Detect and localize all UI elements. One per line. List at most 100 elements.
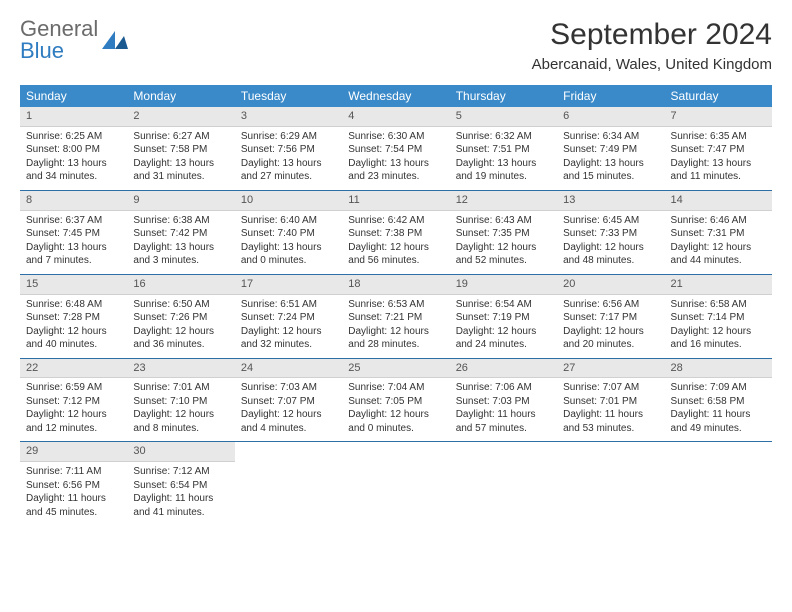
day-body: Sunrise: 6:25 AMSunset: 8:00 PMDaylight:… xyxy=(20,127,127,190)
sunset-text: Sunset: 8:00 PM xyxy=(26,143,121,157)
day-number: 25 xyxy=(342,359,449,379)
daylight-text: Daylight: 13 hours and 11 minutes. xyxy=(671,157,766,184)
day-body: Sunrise: 6:35 AMSunset: 7:47 PMDaylight:… xyxy=(665,127,772,190)
calendar-week-row: 8Sunrise: 6:37 AMSunset: 7:45 PMDaylight… xyxy=(20,190,772,274)
logo-text: General Blue xyxy=(20,18,98,62)
calendar-week-row: 29Sunrise: 7:11 AMSunset: 6:56 PMDayligh… xyxy=(20,442,772,525)
daylight-text: Daylight: 11 hours and 53 minutes. xyxy=(563,408,658,435)
day-number: 16 xyxy=(127,275,234,295)
sunrise-text: Sunrise: 6:43 AM xyxy=(456,214,551,228)
calendar-cell xyxy=(342,442,449,525)
calendar-cell: 18Sunrise: 6:53 AMSunset: 7:21 PMDayligh… xyxy=(342,274,449,358)
calendar-cell: 3Sunrise: 6:29 AMSunset: 7:56 PMDaylight… xyxy=(235,107,342,190)
calendar-cell: 1Sunrise: 6:25 AMSunset: 8:00 PMDaylight… xyxy=(20,107,127,190)
weekday-header: Sunday xyxy=(20,85,127,107)
daylight-text: Daylight: 12 hours and 24 minutes. xyxy=(456,325,551,352)
sunset-text: Sunset: 7:10 PM xyxy=(133,395,228,409)
logo: General Blue xyxy=(20,18,128,62)
day-body: Sunrise: 7:01 AMSunset: 7:10 PMDaylight:… xyxy=(127,378,234,441)
day-body: Sunrise: 7:03 AMSunset: 7:07 PMDaylight:… xyxy=(235,378,342,441)
sunset-text: Sunset: 7:51 PM xyxy=(456,143,551,157)
weekday-header: Tuesday xyxy=(235,85,342,107)
calendar-cell: 10Sunrise: 6:40 AMSunset: 7:40 PMDayligh… xyxy=(235,190,342,274)
calendar-cell xyxy=(665,442,772,525)
day-number: 8 xyxy=(20,191,127,211)
sunrise-text: Sunrise: 6:56 AM xyxy=(563,298,658,312)
day-body: Sunrise: 6:27 AMSunset: 7:58 PMDaylight:… xyxy=(127,127,234,190)
day-number: 17 xyxy=(235,275,342,295)
day-number: 2 xyxy=(127,107,234,127)
sunset-text: Sunset: 6:54 PM xyxy=(133,479,228,493)
day-body: Sunrise: 6:32 AMSunset: 7:51 PMDaylight:… xyxy=(450,127,557,190)
calendar-cell: 30Sunrise: 7:12 AMSunset: 6:54 PMDayligh… xyxy=(127,442,234,525)
day-number: 11 xyxy=(342,191,449,211)
day-number: 19 xyxy=(450,275,557,295)
calendar-cell: 27Sunrise: 7:07 AMSunset: 7:01 PMDayligh… xyxy=(557,358,664,442)
daylight-text: Daylight: 11 hours and 49 minutes. xyxy=(671,408,766,435)
sunset-text: Sunset: 7:24 PM xyxy=(241,311,336,325)
sunset-text: Sunset: 7:05 PM xyxy=(348,395,443,409)
day-body: Sunrise: 6:40 AMSunset: 7:40 PMDaylight:… xyxy=(235,211,342,274)
day-number: 13 xyxy=(557,191,664,211)
day-body: Sunrise: 6:42 AMSunset: 7:38 PMDaylight:… xyxy=(342,211,449,274)
day-number: 12 xyxy=(450,191,557,211)
sunset-text: Sunset: 7:47 PM xyxy=(671,143,766,157)
day-number: 15 xyxy=(20,275,127,295)
sunset-text: Sunset: 7:38 PM xyxy=(348,227,443,241)
day-body: Sunrise: 6:51 AMSunset: 7:24 PMDaylight:… xyxy=(235,295,342,358)
daylight-text: Daylight: 12 hours and 52 minutes. xyxy=(456,241,551,268)
day-number: 10 xyxy=(235,191,342,211)
sunrise-text: Sunrise: 7:01 AM xyxy=(133,381,228,395)
day-number: 14 xyxy=(665,191,772,211)
logo-blue: Blue xyxy=(20,38,64,63)
calendar-cell xyxy=(450,442,557,525)
sunset-text: Sunset: 7:17 PM xyxy=(563,311,658,325)
calendar-cell: 6Sunrise: 6:34 AMSunset: 7:49 PMDaylight… xyxy=(557,107,664,190)
day-body: Sunrise: 6:53 AMSunset: 7:21 PMDaylight:… xyxy=(342,295,449,358)
sunrise-text: Sunrise: 6:29 AM xyxy=(241,130,336,144)
sunset-text: Sunset: 7:49 PM xyxy=(563,143,658,157)
sunrise-text: Sunrise: 6:54 AM xyxy=(456,298,551,312)
sunrise-text: Sunrise: 6:42 AM xyxy=(348,214,443,228)
sunset-text: Sunset: 7:31 PM xyxy=(671,227,766,241)
calendar-cell: 11Sunrise: 6:42 AMSunset: 7:38 PMDayligh… xyxy=(342,190,449,274)
sunrise-text: Sunrise: 6:46 AM xyxy=(671,214,766,228)
day-body: Sunrise: 6:38 AMSunset: 7:42 PMDaylight:… xyxy=(127,211,234,274)
day-body: Sunrise: 6:46 AMSunset: 7:31 PMDaylight:… xyxy=(665,211,772,274)
sunset-text: Sunset: 7:12 PM xyxy=(26,395,121,409)
sunrise-text: Sunrise: 7:03 AM xyxy=(241,381,336,395)
calendar-cell: 15Sunrise: 6:48 AMSunset: 7:28 PMDayligh… xyxy=(20,274,127,358)
sunset-text: Sunset: 7:42 PM xyxy=(133,227,228,241)
sunrise-text: Sunrise: 6:38 AM xyxy=(133,214,228,228)
location: Abercanaid, Wales, United Kingdom xyxy=(532,56,772,73)
sunrise-text: Sunrise: 7:12 AM xyxy=(133,465,228,479)
weekday-header: Saturday xyxy=(665,85,772,107)
day-number: 28 xyxy=(665,359,772,379)
sunset-text: Sunset: 7:40 PM xyxy=(241,227,336,241)
day-body: Sunrise: 6:54 AMSunset: 7:19 PMDaylight:… xyxy=(450,295,557,358)
daylight-text: Daylight: 12 hours and 0 minutes. xyxy=(348,408,443,435)
day-body: Sunrise: 6:30 AMSunset: 7:54 PMDaylight:… xyxy=(342,127,449,190)
sunrise-text: Sunrise: 7:09 AM xyxy=(671,381,766,395)
day-body: Sunrise: 6:37 AMSunset: 7:45 PMDaylight:… xyxy=(20,211,127,274)
calendar-week-row: 1Sunrise: 6:25 AMSunset: 8:00 PMDaylight… xyxy=(20,107,772,190)
day-number: 24 xyxy=(235,359,342,379)
daylight-text: Daylight: 13 hours and 15 minutes. xyxy=(563,157,658,184)
daylight-text: Daylight: 13 hours and 23 minutes. xyxy=(348,157,443,184)
sunrise-text: Sunrise: 7:06 AM xyxy=(456,381,551,395)
weekday-header: Thursday xyxy=(450,85,557,107)
day-number: 23 xyxy=(127,359,234,379)
sunrise-text: Sunrise: 6:35 AM xyxy=(671,130,766,144)
calendar-week-row: 15Sunrise: 6:48 AMSunset: 7:28 PMDayligh… xyxy=(20,274,772,358)
sunrise-text: Sunrise: 6:45 AM xyxy=(563,214,658,228)
day-number: 30 xyxy=(127,442,234,462)
daylight-text: Daylight: 12 hours and 4 minutes. xyxy=(241,408,336,435)
sunrise-text: Sunrise: 6:30 AM xyxy=(348,130,443,144)
sunrise-text: Sunrise: 7:11 AM xyxy=(26,465,121,479)
sunrise-text: Sunrise: 6:50 AM xyxy=(133,298,228,312)
sunrise-text: Sunrise: 6:37 AM xyxy=(26,214,121,228)
daylight-text: Daylight: 12 hours and 8 minutes. xyxy=(133,408,228,435)
day-body: Sunrise: 7:06 AMSunset: 7:03 PMDaylight:… xyxy=(450,378,557,441)
day-number: 20 xyxy=(557,275,664,295)
calendar-cell: 5Sunrise: 6:32 AMSunset: 7:51 PMDaylight… xyxy=(450,107,557,190)
